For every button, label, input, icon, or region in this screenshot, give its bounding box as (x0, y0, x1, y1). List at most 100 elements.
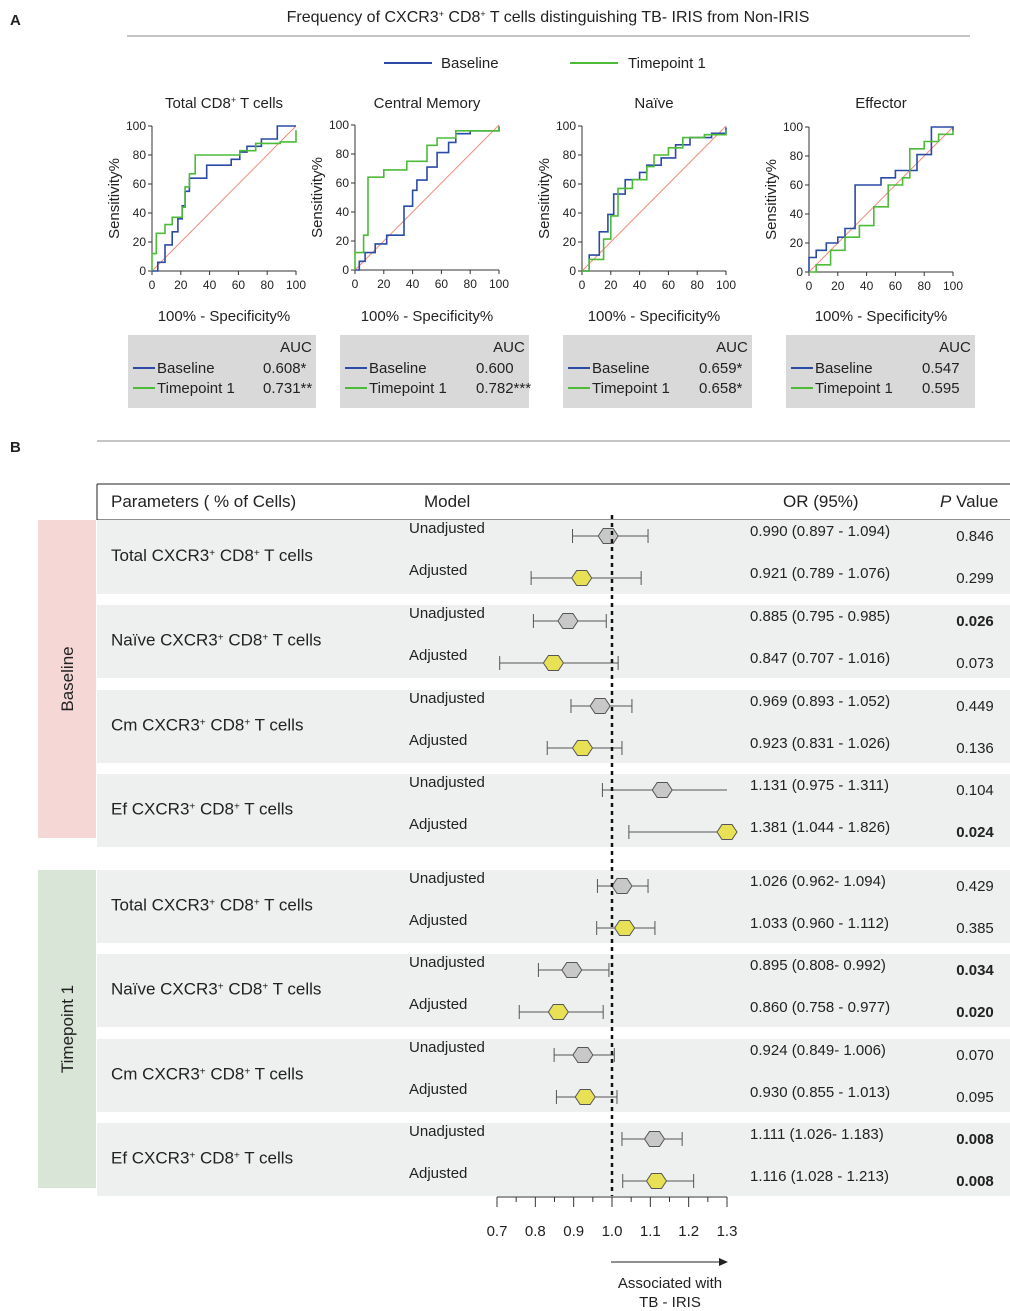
auc-value: 0.782*** (476, 380, 531, 397)
parameter-label: Total CXCR3+ CD8+ T cells (111, 896, 313, 915)
model-unadjusted: Unadjusted (409, 870, 485, 887)
x-tick-label: 0 (352, 277, 359, 291)
reference-line (581, 125, 727, 272)
parameter-label: Cm CXCR3+ CD8+ T cells (111, 1065, 303, 1084)
auc-series-label: Timepoint 1 (815, 380, 893, 397)
p-value: 0.095 (956, 1089, 994, 1106)
x-tick-label: 100 (489, 277, 509, 291)
auc-series-label: Timepoint 1 (157, 380, 235, 397)
y-tick-label: 20 (133, 235, 147, 249)
model-unadjusted: Unadjusted (409, 1039, 485, 1056)
auc-header: AUC (493, 339, 525, 356)
x-tick-label: 40 (860, 279, 874, 293)
y-axis-label: Sensitivity% (106, 158, 123, 239)
roc-line-timepoint-1 (809, 129, 954, 273)
or-point-unadjusted (643, 1131, 666, 1147)
auc-value: 0.547 (922, 360, 960, 377)
p-value: 0.104 (956, 782, 994, 799)
x-tick-label: 80 (691, 278, 705, 292)
group-label: Timepoint 1 (58, 985, 77, 1073)
auc-series-label: Baseline (369, 360, 427, 377)
auc-box-bg (128, 335, 316, 408)
or-point-unadjusted (589, 698, 611, 714)
roc-line-baseline (808, 126, 954, 272)
x-tick-label: 100 (716, 278, 736, 292)
x-tick-label: 100 (943, 279, 963, 293)
p-value: 0.008 (956, 1131, 994, 1148)
block-bg (97, 520, 1010, 594)
or-point-unadjusted (651, 782, 673, 798)
x-tick-label: 80 (261, 278, 275, 292)
roc-line-timepoint-1 (582, 130, 727, 272)
p-value: 0.070 (956, 1047, 994, 1064)
axis-tick-label: 0.9 (563, 1223, 584, 1240)
or-point-unadjusted (557, 613, 579, 629)
parameter-block: Total CXCR3+ CD8+ T cells Unadjusted 0.990… (97, 520, 1010, 594)
legend-label-baseline: Baseline (441, 55, 499, 72)
auc-box: AUC Baseline 0.659* Timepoint 1 0.658* (563, 335, 752, 408)
group-band-baseline (38, 520, 96, 838)
annotation-line-1: Associated with (618, 1275, 722, 1292)
parameter-label: Cm CXCR3+ CD8+ T cells (111, 716, 303, 735)
legend: Baseline Timepoint 1 (384, 55, 706, 72)
y-tick-label: 100 (329, 118, 349, 132)
or-point-adjusted (574, 1089, 596, 1105)
or-ci-text: 1.131 (0.975 - 1.311) (750, 777, 889, 794)
x-axis-label: 100% - Specificity% (158, 308, 291, 325)
parameter-label: Naïve CXCR3+ CD8+ T cells (111, 980, 321, 999)
x-tick-label: 40 (633, 278, 647, 292)
panel-a-title: Frequency of CXCR3+ CD8+ T cells disting… (287, 9, 810, 26)
roc-title: Effector (855, 95, 906, 112)
axis-tick-label: 1.3 (717, 1223, 738, 1240)
auc-box-bg (563, 335, 752, 408)
y-tick-label: 60 (133, 177, 147, 191)
model-adjusted: Adjusted (409, 1081, 467, 1098)
or-ci-text: 0.895 (0.808- 0.992) (750, 957, 886, 974)
or-point-adjusted (542, 655, 565, 671)
x-tick-label: 0 (149, 278, 156, 292)
or-point-unadjusted (561, 962, 583, 978)
reference-line (354, 124, 500, 271)
auc-series-label: Timepoint 1 (369, 380, 447, 397)
auc-value: 0.595 (922, 380, 960, 397)
auc-value: 0.608* (263, 360, 307, 377)
x-tick-label: 20 (174, 278, 188, 292)
model-adjusted: Adjusted (409, 732, 467, 749)
roc-title: Central Memory (374, 95, 481, 112)
reference-line (151, 125, 297, 272)
auc-value: 0.658* (699, 380, 743, 397)
x-tick-label: 100 (286, 278, 306, 292)
p-value: 0.073 (956, 655, 994, 672)
y-tick-label: 100 (126, 119, 146, 133)
y-tick-label: 60 (336, 176, 350, 190)
model-adjusted: Adjusted (409, 816, 467, 833)
parameter-block: Naïve CXCR3+ CD8+ T cells Unadjusted 0.895… (97, 954, 1010, 1027)
roc-plot-2: Central Memory 00 20 20 40 40 60 60 80 80 100 100 10… (309, 95, 531, 408)
model-adjusted: Adjusted (409, 562, 467, 579)
parameter-block: Ef CXCR3+ CD8+ T cells Unadjusted 1.131 (0… (97, 774, 1010, 847)
parameter-block: Ef CXCR3+ CD8+ T cells Unadjusted 1.111 (1… (97, 1123, 1010, 1196)
header-p-value: P Value (940, 492, 998, 511)
model-adjusted: Adjusted (409, 1165, 467, 1182)
auc-series-label: Timepoint 1 (592, 380, 670, 397)
p-value: 0.020 (956, 1004, 994, 1021)
or-point-adjusted (645, 1173, 668, 1189)
auc-header: AUC (939, 339, 971, 356)
y-tick-label: 0 (569, 264, 576, 278)
p-value: 0.846 (956, 528, 994, 545)
x-tick-label: 20 (604, 278, 618, 292)
parameter-block: Cm CXCR3+ CD8+ T cells Unadjusted 0.924 (0… (97, 1039, 1010, 1112)
or-point-adjusted (613, 920, 636, 936)
group-label: Baseline (58, 646, 77, 711)
p-value: 0.136 (956, 740, 994, 757)
parameter-label: Ef CXCR3+ CD8+ T cells (111, 800, 293, 819)
header-parameters: Parameters ( % of Cells) (111, 492, 296, 511)
y-axis-label: Sensitivity% (536, 158, 553, 239)
or-ci-text: 1.116 (1.028 - 1.213) (750, 1168, 889, 1185)
p-value: 0.449 (956, 698, 994, 715)
panel-label-a: A (10, 12, 21, 29)
p-value: 0.008 (956, 1173, 994, 1190)
or-ci-text: 0.969 (0.893 - 1.052) (750, 693, 890, 710)
or-ci-text: 1.381 (1.044 - 1.826) (750, 819, 890, 836)
parameter-block: Naïve CXCR3+ CD8+ T cells Unadjusted 0.885… (97, 605, 1010, 678)
